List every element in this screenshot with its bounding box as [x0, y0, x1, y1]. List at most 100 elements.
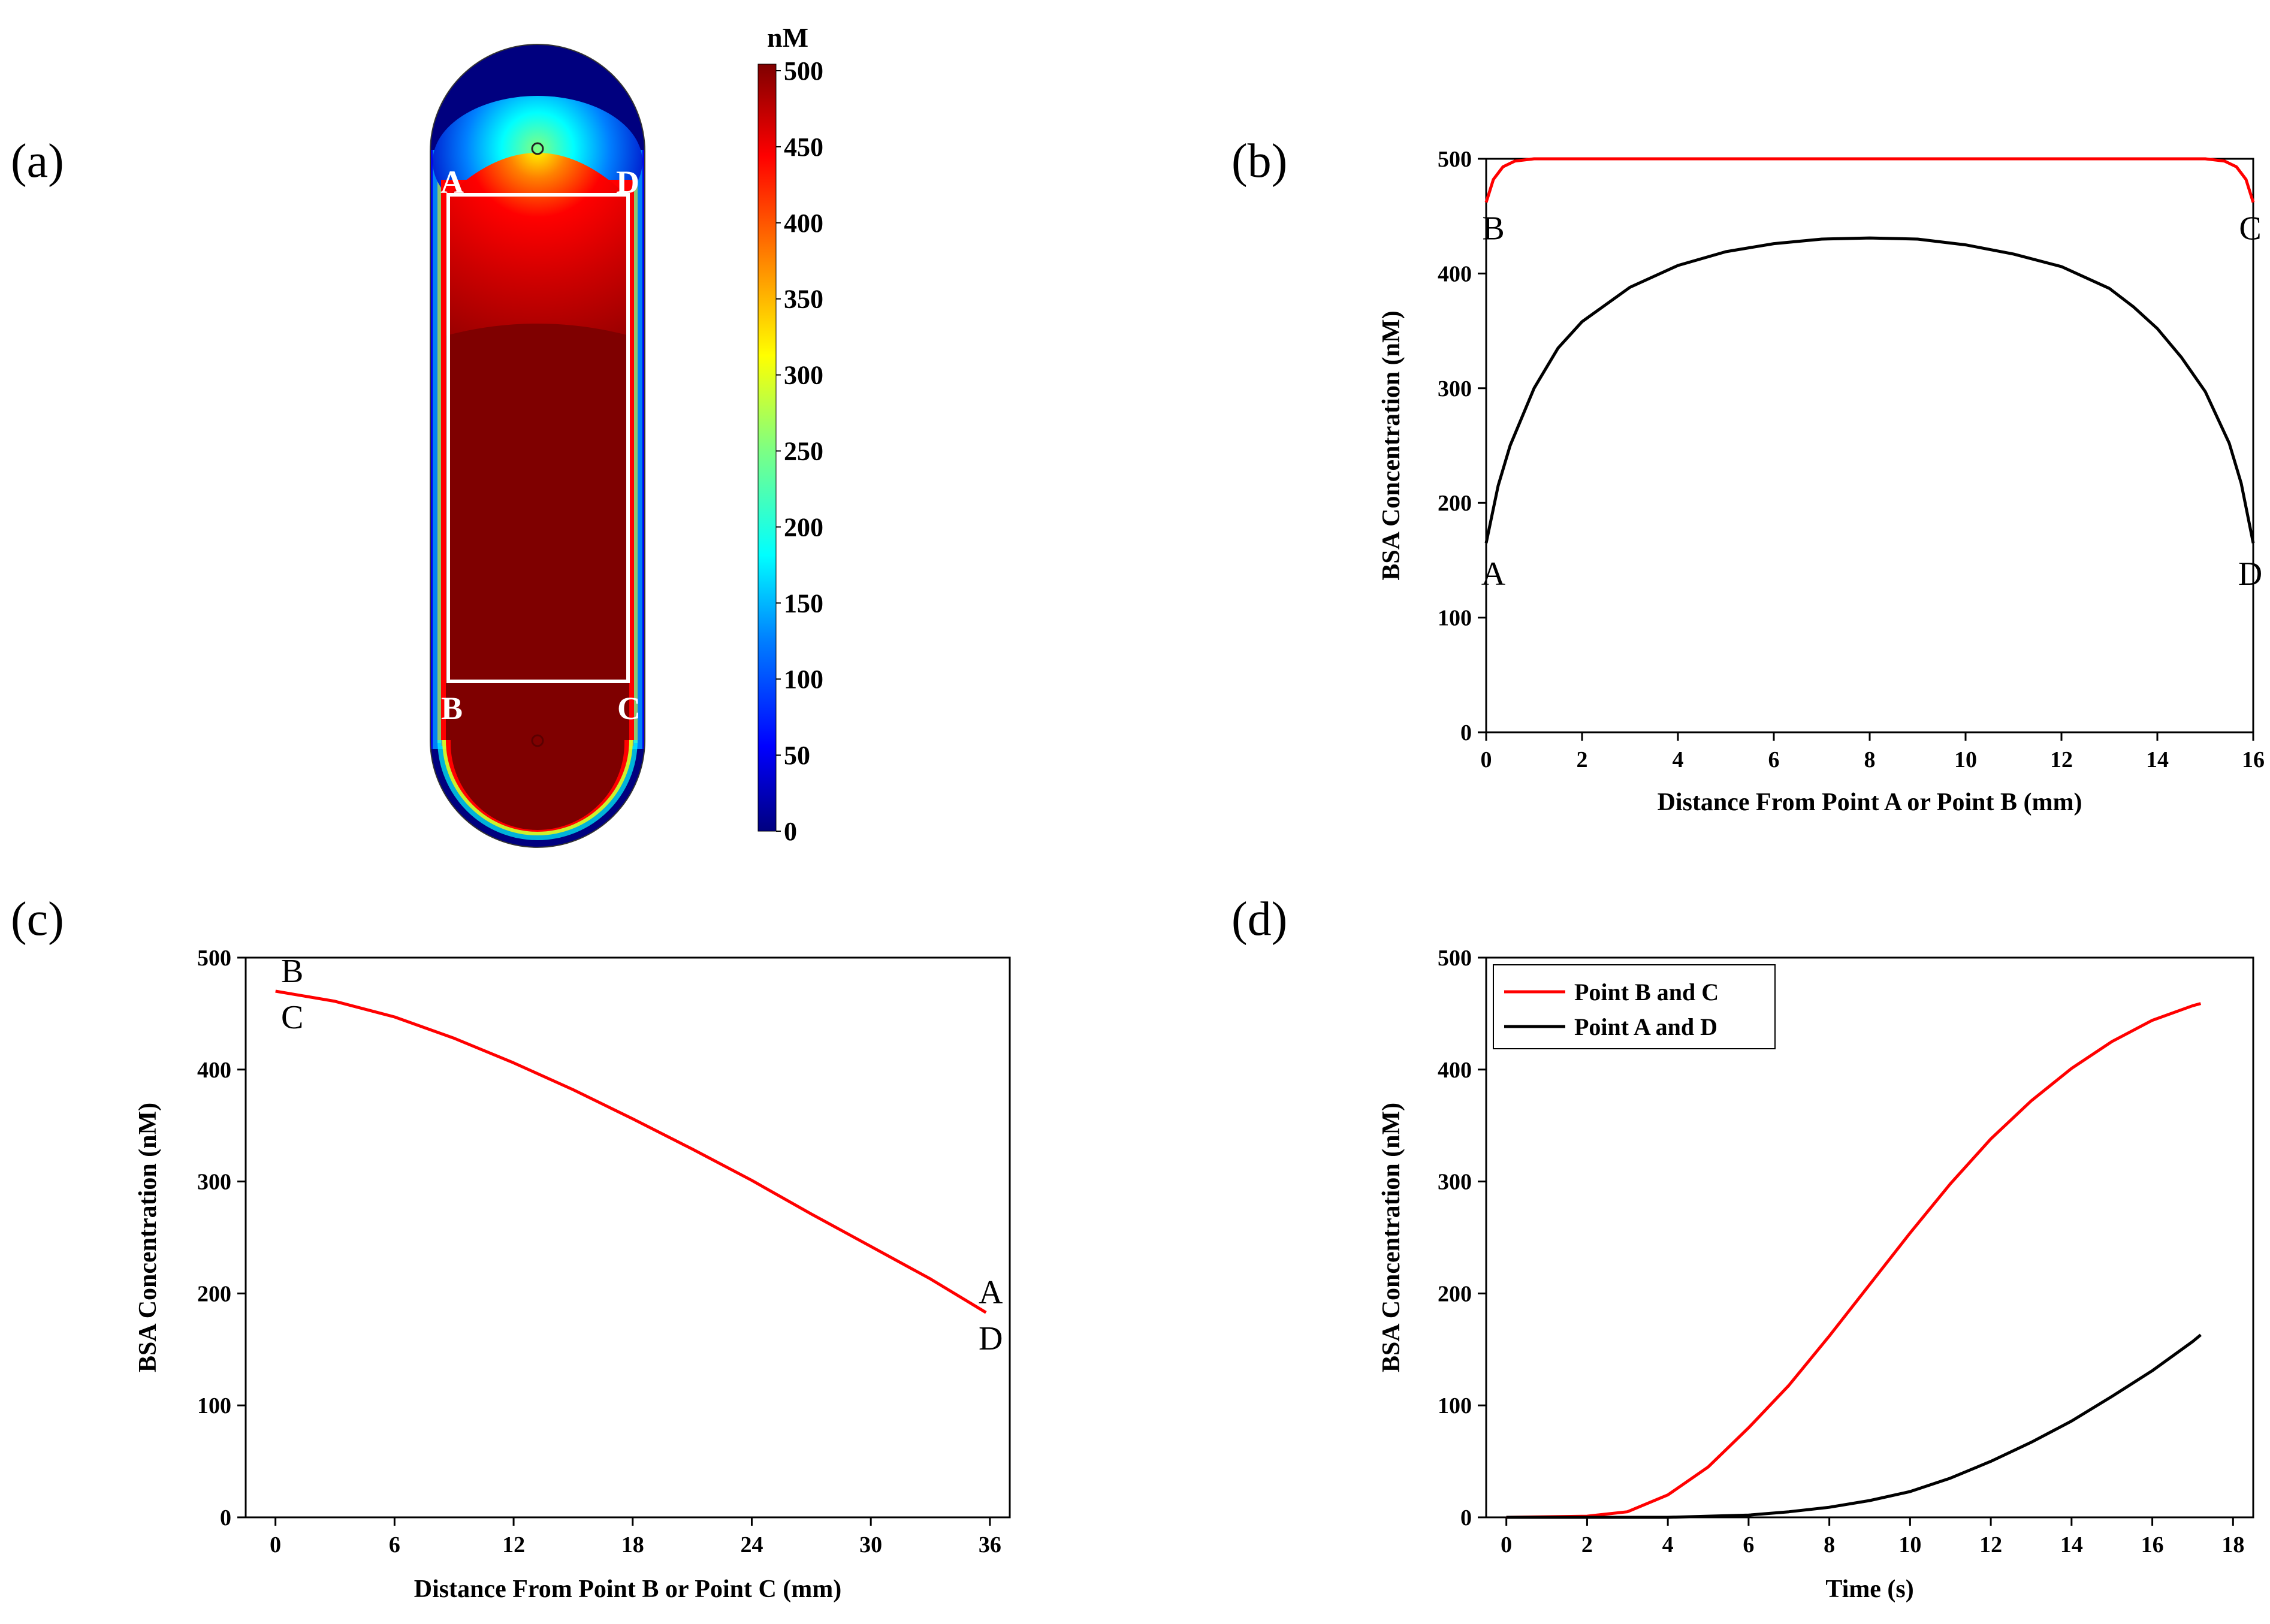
x-tick-label: 36 [979, 1532, 1001, 1557]
x-tick-label: 10 [1954, 747, 1977, 772]
x-tick-label: 18 [2221, 1532, 2244, 1557]
sample-rectangle [446, 193, 630, 683]
x-tick-label: 0 [1501, 1532, 1512, 1557]
x-tick-label: 12 [2050, 747, 2073, 772]
y-tick-label: 500 [1438, 946, 1472, 971]
series-line-point-a-and-d [1506, 1333, 2202, 1519]
x-tick-label: 18 [621, 1532, 644, 1557]
y-tick-label: 0 [1460, 1505, 1472, 1531]
legend-box [1493, 964, 1776, 1049]
x-tick-label: 4 [1673, 747, 1684, 772]
series-line-1 [1484, 236, 2255, 544]
concentration-map: A D B C [430, 44, 645, 848]
y-axis-title: BSA Concentration (nM) [1378, 1103, 1405, 1372]
y-tick-label: 300 [1438, 1170, 1472, 1195]
x-tick-label: 14 [2146, 747, 2169, 772]
y-tick-label: 200 [197, 1281, 231, 1306]
x-tick-label: 2 [1581, 1532, 1593, 1557]
y-tick-label: 400 [1438, 261, 1472, 286]
plot-frame [1485, 158, 2254, 733]
point-label-c: C [2239, 210, 2261, 247]
colorbar-tick-label: 150 [784, 588, 823, 618]
x-axis-title: Time (s) [1825, 1575, 1913, 1603]
colorbar-tick-label: 450 [784, 132, 823, 162]
plot-frame [1485, 956, 2254, 1519]
inlet-port [531, 142, 544, 155]
plot-frame [244, 956, 1011, 1519]
y-tick-label: 400 [1438, 1058, 1472, 1083]
y-tick-label: 500 [197, 946, 231, 971]
point-label-a: A [1481, 556, 1506, 593]
colorbar-unit: nM [767, 22, 808, 53]
series-line-0 [275, 989, 987, 1314]
y-tick-label: 100 [1438, 1393, 1472, 1418]
y-tick-label: 100 [1438, 606, 1472, 631]
y-tick-label: 200 [1438, 1281, 1472, 1306]
chart-panel-b: 0 100 200 300 400 500 0 2 4 6 8 10 12 14 16 Distance Fr… [1378, 147, 2265, 816]
colorbar-tick-label: 500 [784, 56, 823, 86]
x-tick-label: 12 [502, 1532, 525, 1557]
y-tick-label: 300 [1438, 376, 1472, 402]
x-tick-label: 6 [1768, 747, 1780, 772]
y-tick-label: 0 [1460, 720, 1472, 745]
series-line-0 [1484, 157, 2255, 203]
panel-label-b: (b) [1231, 135, 1287, 188]
colorbar-tick-label: 0 [784, 817, 797, 846]
point-label-d: D [979, 1320, 1003, 1357]
x-tick-label: 16 [2141, 1532, 2164, 1557]
x-tick-label: 4 [1662, 1532, 1674, 1557]
colorbar-gradient [757, 64, 777, 832]
x-axis-title: Distance From Point B or Point C (mm) [414, 1575, 842, 1603]
x-tick-label: 8 [1864, 747, 1876, 772]
colorbar-tick-label: 200 [784, 512, 823, 542]
map-label-c: C [617, 690, 641, 726]
y-axis-title: BSA Concentration (nM) [1378, 310, 1405, 580]
x-tick-label: 0 [270, 1532, 281, 1557]
colorbar-tick-label: 350 [784, 285, 823, 314]
colorbar-tick-label: 300 [784, 361, 823, 390]
y-tick-label: 0 [220, 1505, 231, 1531]
y-axis-title: BSA Concentration (nM) [134, 1103, 162, 1372]
channel-outline [430, 44, 645, 848]
y-tick-label: 300 [197, 1170, 231, 1195]
colorbar-tick-label: 250 [784, 437, 823, 466]
x-axis-title: Distance From Point A or Point B (mm) [1658, 789, 2082, 816]
chart-panel-c: 0 100 200 300 400 500 0 6 12 18 24 30 36 Distance Fro… [134, 946, 1011, 1603]
point-label-d: D [2238, 556, 2262, 593]
x-tick-label: 2 [1577, 747, 1588, 772]
x-tick-label: 14 [2060, 1532, 2083, 1557]
x-tick-label: 16 [2242, 747, 2265, 772]
y-tick-label: 500 [1438, 147, 1472, 172]
x-tick-label: 30 [859, 1532, 882, 1557]
series-line-point-b-and-c [1506, 1002, 2202, 1519]
panel-label-d: (d) [1231, 893, 1287, 946]
legend-entry: Point A and D [1574, 1013, 1717, 1040]
colorbar-tick-label: 50 [784, 741, 810, 770]
panel-label-c: (c) [11, 893, 64, 946]
point-label-c: C [281, 999, 303, 1036]
map-label-a: A [440, 164, 464, 200]
y-tick-label: 100 [197, 1393, 231, 1418]
colorbar-tick-label: 100 [784, 665, 823, 694]
point-label-b: B [1482, 210, 1504, 247]
panel-label-a: (a) [11, 135, 64, 188]
point-label-a: A [979, 1274, 1003, 1311]
y-tick-label: 400 [197, 1058, 231, 1083]
x-tick-label: 10 [1898, 1532, 1921, 1557]
map-label-d: D [616, 164, 639, 200]
colorbar-tick-label: 400 [784, 209, 823, 238]
x-tick-label: 6 [389, 1532, 400, 1557]
chart-panel-d: 0 100 200 300 400 500 0 2 4 6 8 10 12 14 16 18 Time (s) B… [1378, 946, 2254, 1603]
x-tick-label: 0 [1481, 747, 1492, 772]
x-tick-label: 12 [1979, 1532, 2002, 1557]
legend-entry: Point B and C [1574, 979, 1719, 1006]
x-tick-label: 8 [1824, 1532, 1835, 1557]
outlet-port [531, 734, 544, 747]
x-tick-label: 6 [1743, 1532, 1754, 1557]
point-label-b: B [281, 953, 303, 990]
map-label-b: B [441, 690, 463, 726]
x-tick-label: 24 [740, 1532, 763, 1557]
